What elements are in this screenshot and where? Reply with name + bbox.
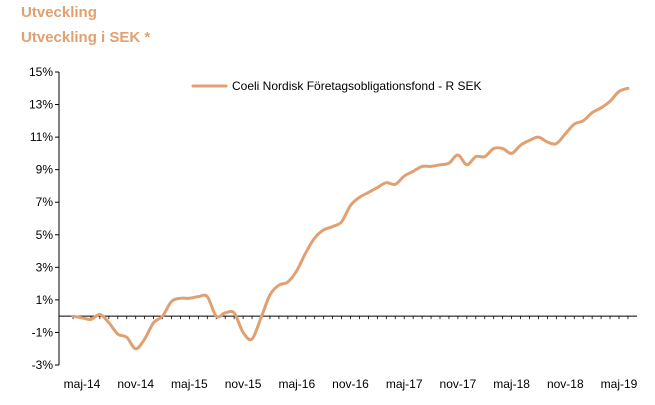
x-tick-label: nov-16: [332, 377, 369, 391]
y-tick-label: 15%: [29, 65, 53, 79]
x-tick-label: maj-16: [278, 377, 315, 391]
x-axis-ticks: maj-14 nov-14 maj-15 nov-15 maj-16 nov-16 maj-…: [64, 316, 638, 391]
y-tick-label: 13%: [29, 98, 53, 112]
chart-title: Utveckling: [21, 4, 97, 21]
y-tick-label: 1%: [36, 293, 54, 307]
x-tick-label: maj-18: [493, 377, 530, 391]
y-tick-label: 7%: [36, 195, 54, 209]
x-tick-label: nov-17: [440, 377, 477, 391]
y-tick-label: -3%: [32, 358, 54, 372]
legend-label: Coeli Nordisk Företagsobligationsfond - …: [232, 79, 481, 93]
y-tick-label: 5%: [36, 228, 54, 242]
y-tick-label: 11%: [30, 130, 53, 144]
legend: Coeli Nordisk Företagsobligationsfond - …: [191, 79, 481, 93]
y-axis-ticks: 15% 13% 11% 9% 7% 5% 3% 1% -1% -3%: [29, 65, 59, 372]
y-tick-label: 3%: [36, 260, 54, 274]
x-tick-label: nov-15: [225, 377, 262, 391]
y-tick-label: -1%: [32, 325, 54, 339]
x-tick-label: nov-18: [547, 377, 584, 391]
x-tick-label: maj-15: [171, 377, 208, 391]
chart-axes: [58, 72, 637, 365]
series-lines: [71, 86, 630, 351]
y-tick-label: 9%: [36, 163, 54, 177]
x-tick-label: maj-19: [601, 377, 638, 391]
x-tick-label: nov-14: [117, 377, 154, 391]
x-tick-label: maj-14: [64, 377, 101, 391]
chart-subtitle: Utveckling i SEK *: [21, 29, 151, 46]
x-tick-label: maj-17: [386, 377, 423, 391]
series-line: [71, 86, 630, 351]
